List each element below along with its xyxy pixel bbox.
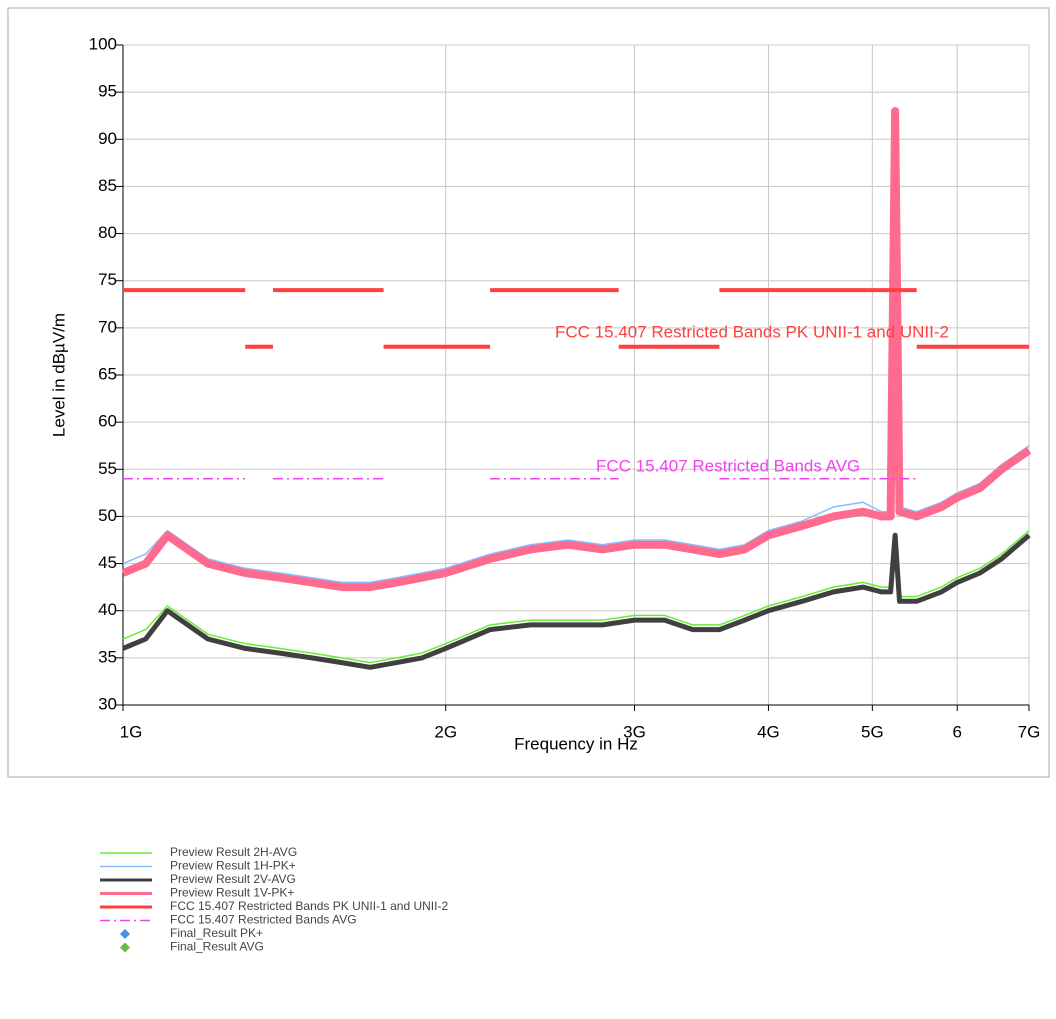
- y-tick-label: 70: [98, 317, 117, 336]
- legend-label: Preview Result 1H-PK+: [170, 859, 296, 873]
- y-tick-label: 45: [98, 553, 117, 572]
- y-tick-label: 75: [98, 270, 117, 289]
- y-tick-label: 95: [98, 82, 117, 101]
- x-tick-label: 7G: [1018, 722, 1041, 741]
- x-tick-label: 6: [952, 722, 961, 741]
- y-tick-label: 55: [98, 459, 117, 478]
- y-tick-label: 40: [98, 600, 117, 619]
- y-tick-label: 35: [98, 647, 117, 666]
- y-tick-label: 90: [98, 129, 117, 148]
- x-tick-label: 4G: [757, 722, 780, 741]
- x-tick-label: 5G: [861, 722, 884, 741]
- legend-label: Preview Result 1V-PK+: [170, 886, 294, 900]
- legend-label: Preview Result 2V-AVG: [170, 872, 296, 886]
- legend-label: FCC 15.407 Restricted Bands AVG: [170, 913, 357, 927]
- legend-marker: [120, 942, 130, 953]
- plot-area: 30 35 40 45 50 55 60 65 70 75 80 85 90 95 100 1G 2G 3G 4G 5…: [89, 34, 1041, 741]
- annotation: FCC 15.407 Restricted Bands PK UNII-1 an…: [555, 322, 949, 341]
- x-tick-label: 2G: [434, 722, 457, 741]
- annotation: FCC 15.407 Restricted Bands AVG: [596, 456, 860, 475]
- legend-label: Final_Result AVG: [170, 940, 264, 954]
- y-tick-label: 85: [98, 176, 117, 195]
- series-line: [123, 288, 1029, 349]
- y-axis-label: Level in dBµV/m: [49, 313, 68, 437]
- legend-label: Preview Result 2H-AVG: [170, 845, 297, 859]
- legend-marker: [120, 929, 130, 939]
- series-line: [122, 530, 1030, 664]
- y-tick-label: 50: [98, 506, 117, 525]
- y-tick-label: 60: [98, 412, 117, 431]
- x-tick-label: 1G: [120, 722, 143, 741]
- y-tick-label: 100: [89, 34, 117, 53]
- series-line: [121, 107, 1032, 592]
- y-tick-label: 80: [98, 223, 117, 242]
- x-tick-label: 3G: [623, 722, 646, 741]
- legend-label: Final_Result PK+: [170, 926, 263, 940]
- y-tick-label: 65: [98, 364, 117, 383]
- x-axis-label: Frequency in Hz: [514, 734, 638, 753]
- y-tick-label: 30: [98, 694, 117, 713]
- series-line: [122, 532, 1031, 670]
- series-line: [122, 176, 1030, 584]
- legend-label: FCC 15.407 Restricted Bands PK UNII-1 an…: [170, 899, 448, 913]
